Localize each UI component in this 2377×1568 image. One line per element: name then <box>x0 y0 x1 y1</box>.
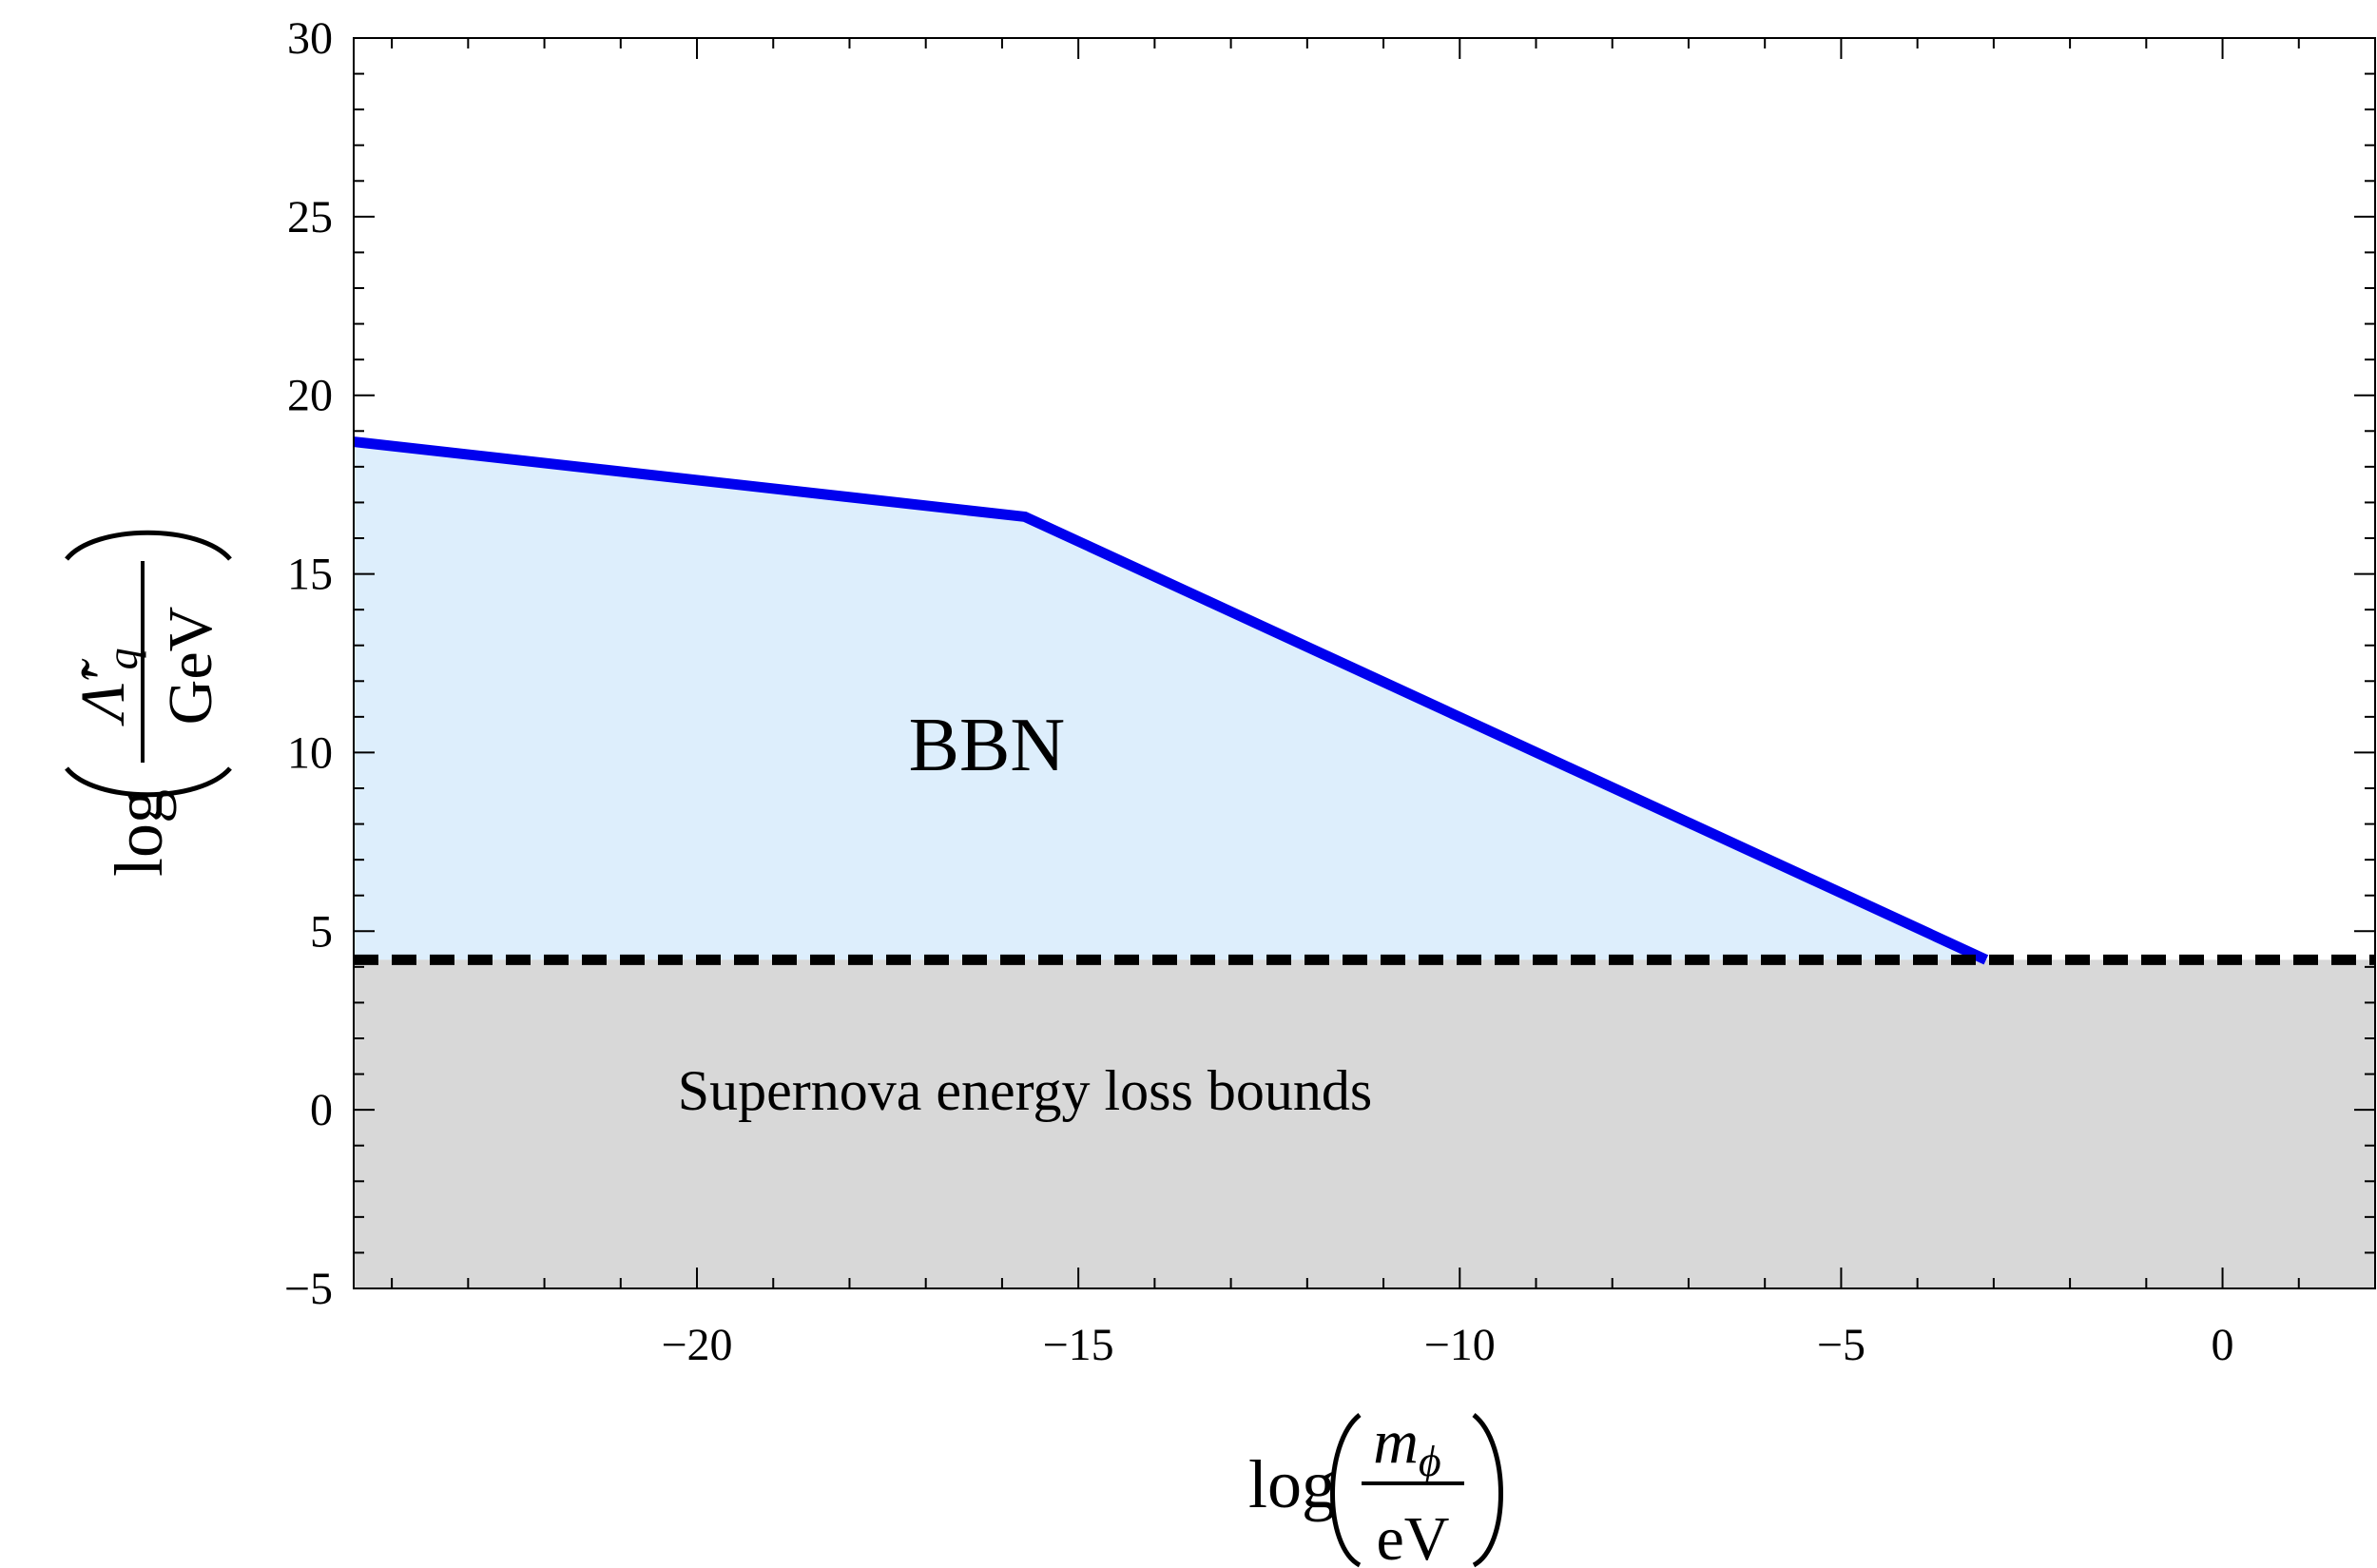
lines-layer <box>353 436 2375 965</box>
bbn-region-label: BBN <box>909 704 1066 787</box>
x-tick-label: 0 <box>2212 1320 2234 1370</box>
y-axis-label-numerator: Λ̃′q <box>68 648 146 726</box>
y-tick-label: 15 <box>287 550 333 600</box>
bbn-region <box>354 441 1986 960</box>
y-tick-label: 5 <box>310 906 333 957</box>
x-axis-label-denominator: eV <box>1377 1504 1450 1568</box>
tick-labels-layer: −20 −15 −10 −5 0 −5 0 5 10 15 20 25 30 <box>284 13 2234 1370</box>
x-axis-label-prefix: log <box>1248 1446 1336 1522</box>
supernova-region <box>354 959 2375 1288</box>
y-tick-label: 30 <box>287 13 333 64</box>
y-axis-label-right-paren <box>65 530 232 561</box>
y-axis-label-left-paren <box>65 766 232 798</box>
x-tick-label: −10 <box>1424 1320 1496 1370</box>
y-tick-label: 25 <box>287 192 333 242</box>
x-axis-label-numerator: mϕ <box>1373 1407 1440 1485</box>
y-tick-label: 0 <box>310 1085 333 1135</box>
x-tick-label: −15 <box>1043 1320 1114 1370</box>
y-axis-label-denominator: GeV <box>156 607 225 726</box>
bbn-bound-line <box>353 436 1989 965</box>
y-axis-label: log Λ̃′q GeV <box>65 530 232 877</box>
x-axis-label-right-paren <box>1472 1413 1503 1568</box>
y-tick-label: 10 <box>287 727 333 778</box>
plot-frame <box>353 37 2376 1289</box>
y-axis-label-prefix: log <box>101 789 177 877</box>
y-tick-label: 20 <box>287 371 333 421</box>
x-axis-label: log mϕ eV <box>1248 1407 1503 1568</box>
x-axis-label-left-paren <box>1330 1413 1362 1568</box>
regions-layer <box>354 441 2375 1288</box>
supernova-region-label: Supernova energy loss bounds <box>678 1059 1373 1122</box>
ticks-layer <box>354 37 2376 1289</box>
x-tick-label: −20 <box>661 1320 732 1370</box>
x-tick-label: −5 <box>1817 1320 1865 1370</box>
y-tick-label: −5 <box>284 1264 333 1314</box>
